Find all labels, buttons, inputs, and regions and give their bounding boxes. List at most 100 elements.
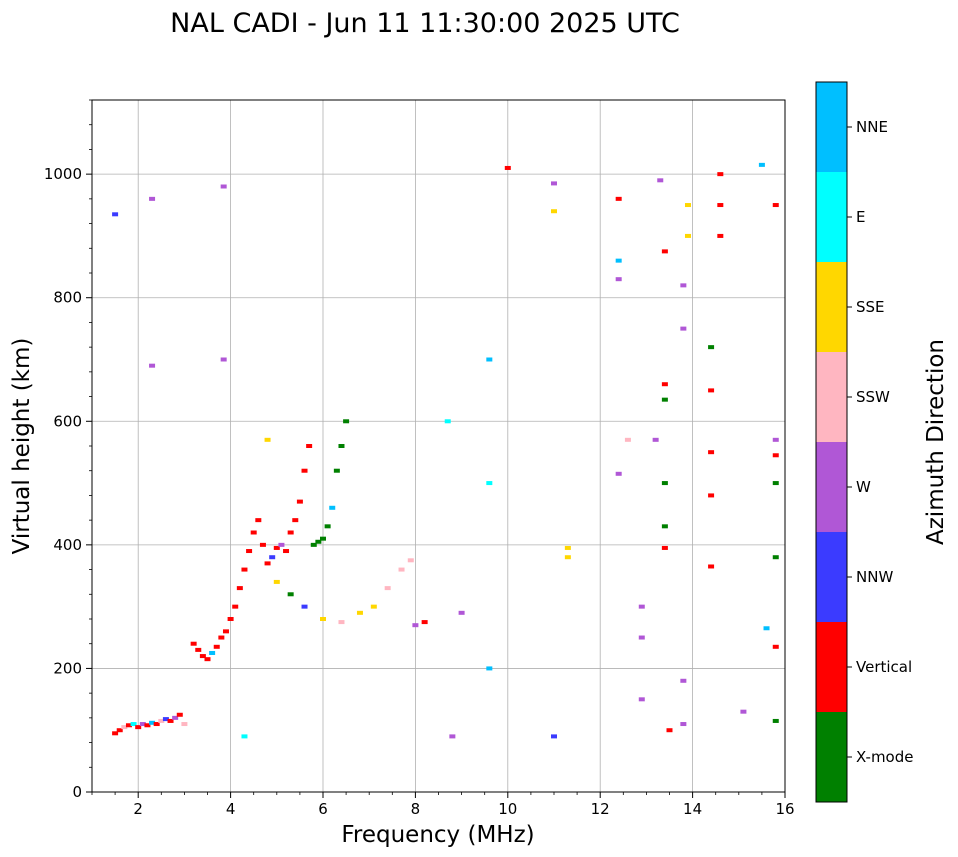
echo-point — [615, 277, 622, 282]
echo-point — [135, 725, 142, 730]
colorbar-segment — [816, 172, 847, 262]
echo-point — [287, 592, 294, 597]
echo-point — [324, 524, 331, 529]
y-tick-label: 400 — [53, 536, 82, 554]
echo-point — [264, 561, 271, 566]
echo-point — [680, 283, 687, 288]
colorbar-tick-label: SSE — [856, 298, 885, 316]
echo-point — [259, 542, 266, 547]
echo-point — [758, 162, 765, 167]
x-axis-ticks: 2 4 6 8 10 12 14 16 — [91, 792, 795, 818]
echo-point — [310, 542, 317, 547]
echo-point — [551, 734, 557, 739]
echo-point — [195, 647, 202, 652]
echo-point — [638, 697, 645, 702]
echo-point — [772, 481, 779, 486]
echo-point — [292, 518, 299, 523]
echo-point — [486, 481, 493, 486]
echo-point — [232, 604, 239, 609]
echo-point — [615, 196, 622, 201]
echo-point — [329, 505, 336, 510]
echo-point — [218, 635, 225, 640]
echo-point — [222, 629, 229, 634]
echo-point — [551, 209, 557, 214]
echo-point — [680, 722, 687, 727]
echo-point — [407, 558, 414, 563]
echo-point — [315, 539, 322, 544]
colorbar-tick-label: W — [856, 478, 871, 496]
echo-point — [717, 203, 724, 208]
echo-point — [458, 610, 465, 615]
echo-point — [772, 437, 779, 442]
echo-point — [684, 203, 691, 208]
echo-point — [708, 345, 715, 350]
echo-point — [338, 444, 345, 448]
echo-point — [486, 666, 493, 671]
echo-point — [356, 610, 363, 615]
echo-point — [661, 481, 668, 486]
echo-point — [657, 178, 664, 183]
echo-point — [412, 623, 419, 628]
echo-point — [661, 524, 668, 529]
echo-point — [125, 723, 132, 728]
echo-point — [680, 678, 687, 683]
echo-point — [320, 617, 326, 621]
colorbar-tick-label: SSW — [856, 388, 890, 406]
echo-point — [615, 258, 622, 263]
echo-point — [333, 468, 340, 473]
echo-point — [255, 518, 262, 523]
echo-point — [158, 718, 165, 723]
y-tick-label: 1000 — [44, 165, 82, 183]
echo-point — [708, 564, 715, 569]
echo-point — [708, 388, 715, 393]
echo-point — [121, 725, 128, 730]
echo-point — [172, 715, 179, 720]
colorbar-segment — [816, 442, 847, 532]
echo-point — [504, 165, 511, 170]
echo-point — [149, 363, 156, 368]
echo-point — [772, 644, 779, 649]
echo-point — [564, 555, 571, 560]
echo-point — [661, 382, 668, 387]
echo-point — [246, 549, 253, 554]
echo-point — [130, 722, 137, 727]
echo-point — [273, 579, 280, 584]
echo-point — [661, 249, 668, 254]
colorbar-segment — [816, 712, 847, 802]
echo-point — [444, 419, 451, 424]
echo-point — [638, 604, 645, 609]
y-tick-label: 0 — [72, 783, 82, 801]
echo-point — [278, 542, 285, 547]
echo-point — [176, 712, 183, 717]
echo-point — [227, 617, 234, 621]
x-tick-label: 12 — [591, 800, 610, 818]
echo-point — [149, 720, 156, 725]
echo-point — [220, 184, 227, 189]
colorbar-frame — [815, 81, 848, 803]
echo-point — [661, 545, 668, 550]
colorbar-label: Azimuth Direction — [923, 339, 949, 545]
plot-area: 2 4 6 8 10 12 14 16 0 200 400 600 800 1000 — [44, 99, 795, 818]
echo-point — [763, 626, 770, 631]
echo-point — [343, 419, 350, 424]
x-tick-label: 6 — [318, 800, 328, 818]
echo-point — [269, 555, 276, 560]
echo-point — [772, 555, 779, 560]
echo-point — [112, 731, 119, 736]
colorbar-segment — [816, 622, 847, 712]
echo-point — [661, 397, 668, 402]
echo-point — [241, 567, 248, 572]
echo-point — [209, 650, 216, 655]
echo-point — [708, 450, 715, 455]
echo-point — [273, 545, 280, 550]
grid-lines — [92, 100, 786, 793]
plot-background — [92, 100, 785, 792]
echo-point — [139, 722, 146, 727]
x-tick-label: 16 — [775, 800, 794, 818]
colorbar-segment — [816, 262, 847, 352]
echo-point — [338, 620, 345, 625]
x-tick-label: 14 — [683, 800, 702, 818]
echo-point — [264, 437, 271, 442]
echo-point — [153, 722, 160, 727]
